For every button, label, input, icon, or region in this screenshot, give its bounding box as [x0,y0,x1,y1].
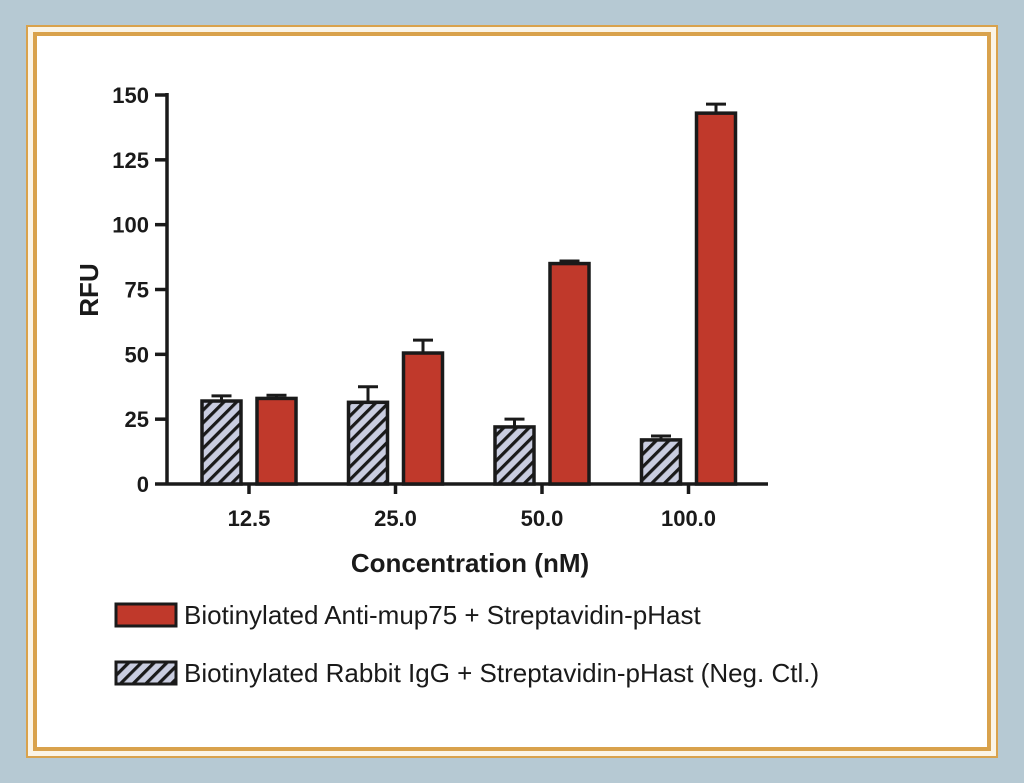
bar [548,261,591,486]
legend-swatch [114,660,178,686]
y-tick-label: 75 [125,278,149,303]
chart-panel [33,32,991,751]
bar [694,111,738,486]
bar [255,396,298,486]
y-tick-label: 125 [112,148,149,173]
y-tick-label: 0 [137,472,149,497]
legend-label: Biotinylated Anti-mup75 + Streptavidin-p… [184,600,701,630]
y-axis-title: RFU [74,263,104,316]
x-axis-title: Concentration (nM) [351,548,589,578]
legend-swatch [114,602,178,628]
bar [200,399,243,486]
bar [493,425,536,486]
y-tick-label: 25 [125,407,149,432]
x-tick-label: 25.0 [374,506,417,531]
x-tick-label: 100.0 [661,506,716,531]
bar [346,400,390,486]
bar [401,351,445,486]
y-tick-label: 150 [112,83,149,108]
x-tick-label: 50.0 [521,506,564,531]
y-tick-label: 100 [112,213,149,238]
bar [639,438,683,486]
legend: Biotinylated Anti-mup75 + Streptavidin-p… [114,600,819,688]
plot-area: 0 25 50 75 100 125 150 12.5 25.0 50.0 100.0 [112,83,768,531]
x-tick-label: 12.5 [228,506,271,531]
y-tick-label: 50 [125,342,149,367]
legend-label: Biotinylated Rabbit IgG + Streptavidin-p… [184,658,819,688]
